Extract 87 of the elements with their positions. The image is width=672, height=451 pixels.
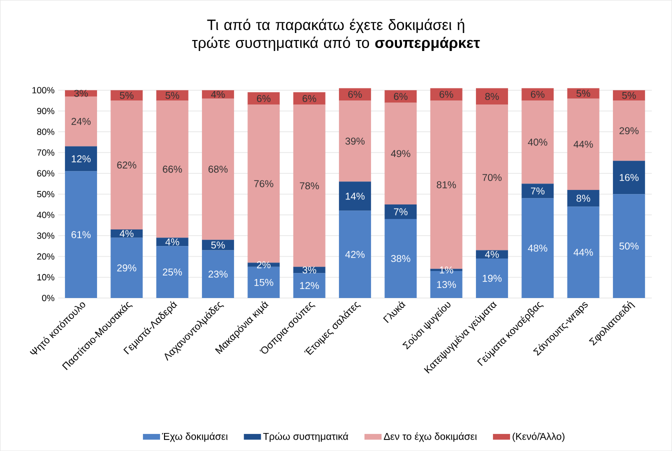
- bar: [248, 104, 280, 263]
- bar: [202, 98, 234, 240]
- data-label: 6%: [394, 92, 408, 100]
- data-label: 3%: [74, 90, 88, 97]
- data-label: 48%: [528, 244, 548, 252]
- bar: [522, 184, 554, 198]
- y-tick-label: 80%: [37, 128, 54, 135]
- data-label: 4%: [120, 230, 134, 238]
- data-label: 8%: [576, 194, 590, 202]
- data-label: 13%: [437, 280, 456, 288]
- data-label: 49%: [390, 150, 410, 158]
- bar: [64, 146, 98, 172]
- legend-label: Τρώω συστηματικά: [263, 432, 348, 442]
- data-label: 7%: [394, 208, 408, 216]
- bar: [338, 182, 372, 211]
- data-label: 42%: [345, 250, 365, 258]
- data-label: 2%: [256, 261, 271, 268]
- data-label: 29%: [620, 127, 639, 134]
- data-label: 68%: [208, 166, 228, 173]
- data-label: 25%: [162, 268, 182, 276]
- bar: [567, 190, 600, 207]
- data-label: 38%: [391, 254, 410, 262]
- data-label: 7%: [530, 187, 545, 194]
- bar: [522, 100, 554, 184]
- bar: [64, 96, 98, 146]
- data-label: 6%: [256, 94, 271, 102]
- data-label: 19%: [482, 274, 502, 282]
- bar: [476, 104, 508, 250]
- y-tick-label: 40%: [36, 212, 54, 218]
- data-label: 40%: [528, 138, 548, 146]
- data-label: 14%: [346, 192, 365, 200]
- data-label: 62%: [117, 161, 136, 168]
- data-label: 5%: [166, 92, 180, 99]
- bar: [612, 160, 646, 194]
- y-tick-label: 90%: [37, 108, 54, 114]
- chart-title: Τι από τα παρακάτω έχετε δοκιμάσει ή τρώτε συστηματικά από το σουπερμάρκετ: [192, 18, 480, 51]
- bar: [156, 100, 188, 238]
- bar: [338, 100, 372, 182]
- data-label: 76%: [254, 180, 274, 188]
- bar: [110, 229, 143, 238]
- bar: [293, 104, 326, 267]
- legend-label: (Κενό/Άλλο): [512, 432, 564, 442]
- data-label: 81%: [436, 181, 456, 188]
- data-label: 50%: [619, 242, 639, 250]
- data-label: 4%: [485, 250, 499, 258]
- y-tick-label: 100%: [32, 86, 54, 94]
- legend-label: Δεν το έχω δοκιμάσει: [384, 432, 477, 442]
- data-label: 6%: [530, 90, 545, 98]
- y-tick-label: 30%: [37, 232, 54, 239]
- data-label: 12%: [300, 282, 319, 289]
- y-tick-label: 50%: [37, 190, 54, 198]
- y-tick-label: 0%: [42, 294, 54, 302]
- bar: [202, 240, 234, 250]
- data-label: 29%: [117, 264, 136, 272]
- data-label: 6%: [348, 90, 362, 98]
- data-label: 5%: [622, 92, 636, 99]
- data-label: 61%: [72, 231, 91, 238]
- bar: [612, 100, 646, 161]
- data-label: 5%: [120, 92, 134, 99]
- bar: [384, 204, 417, 220]
- data-label: 44%: [574, 140, 593, 148]
- data-label: 23%: [208, 270, 228, 278]
- data-label: 66%: [162, 166, 182, 173]
- bar: [567, 98, 600, 190]
- data-label: 8%: [485, 92, 499, 100]
- bar: [110, 100, 143, 230]
- y-tick-label: 10%: [37, 274, 54, 280]
- bar: [384, 102, 417, 204]
- data-label: 44%: [574, 248, 593, 256]
- data-label: 15%: [254, 278, 274, 286]
- data-label: 39%: [345, 138, 365, 145]
- data-label: 12%: [72, 155, 91, 162]
- data-label: 4%: [165, 238, 180, 246]
- data-label: 3%: [302, 266, 316, 274]
- data-label: 16%: [620, 174, 639, 181]
- data-label: 5%: [211, 241, 225, 248]
- y-tick-label: 60%: [37, 170, 54, 176]
- data-label: 70%: [482, 174, 502, 181]
- y-tick-label: 20%: [37, 253, 54, 260]
- data-label: 78%: [300, 182, 319, 190]
- legend-label: Έχω δοκιμάσει: [162, 432, 228, 442]
- data-label: 24%: [72, 118, 91, 125]
- data-label: 6%: [440, 90, 454, 98]
- data-label: 4%: [211, 90, 225, 98]
- data-label: 5%: [576, 90, 590, 97]
- y-tick-label: 70%: [37, 149, 54, 156]
- data-label: 6%: [302, 94, 316, 102]
